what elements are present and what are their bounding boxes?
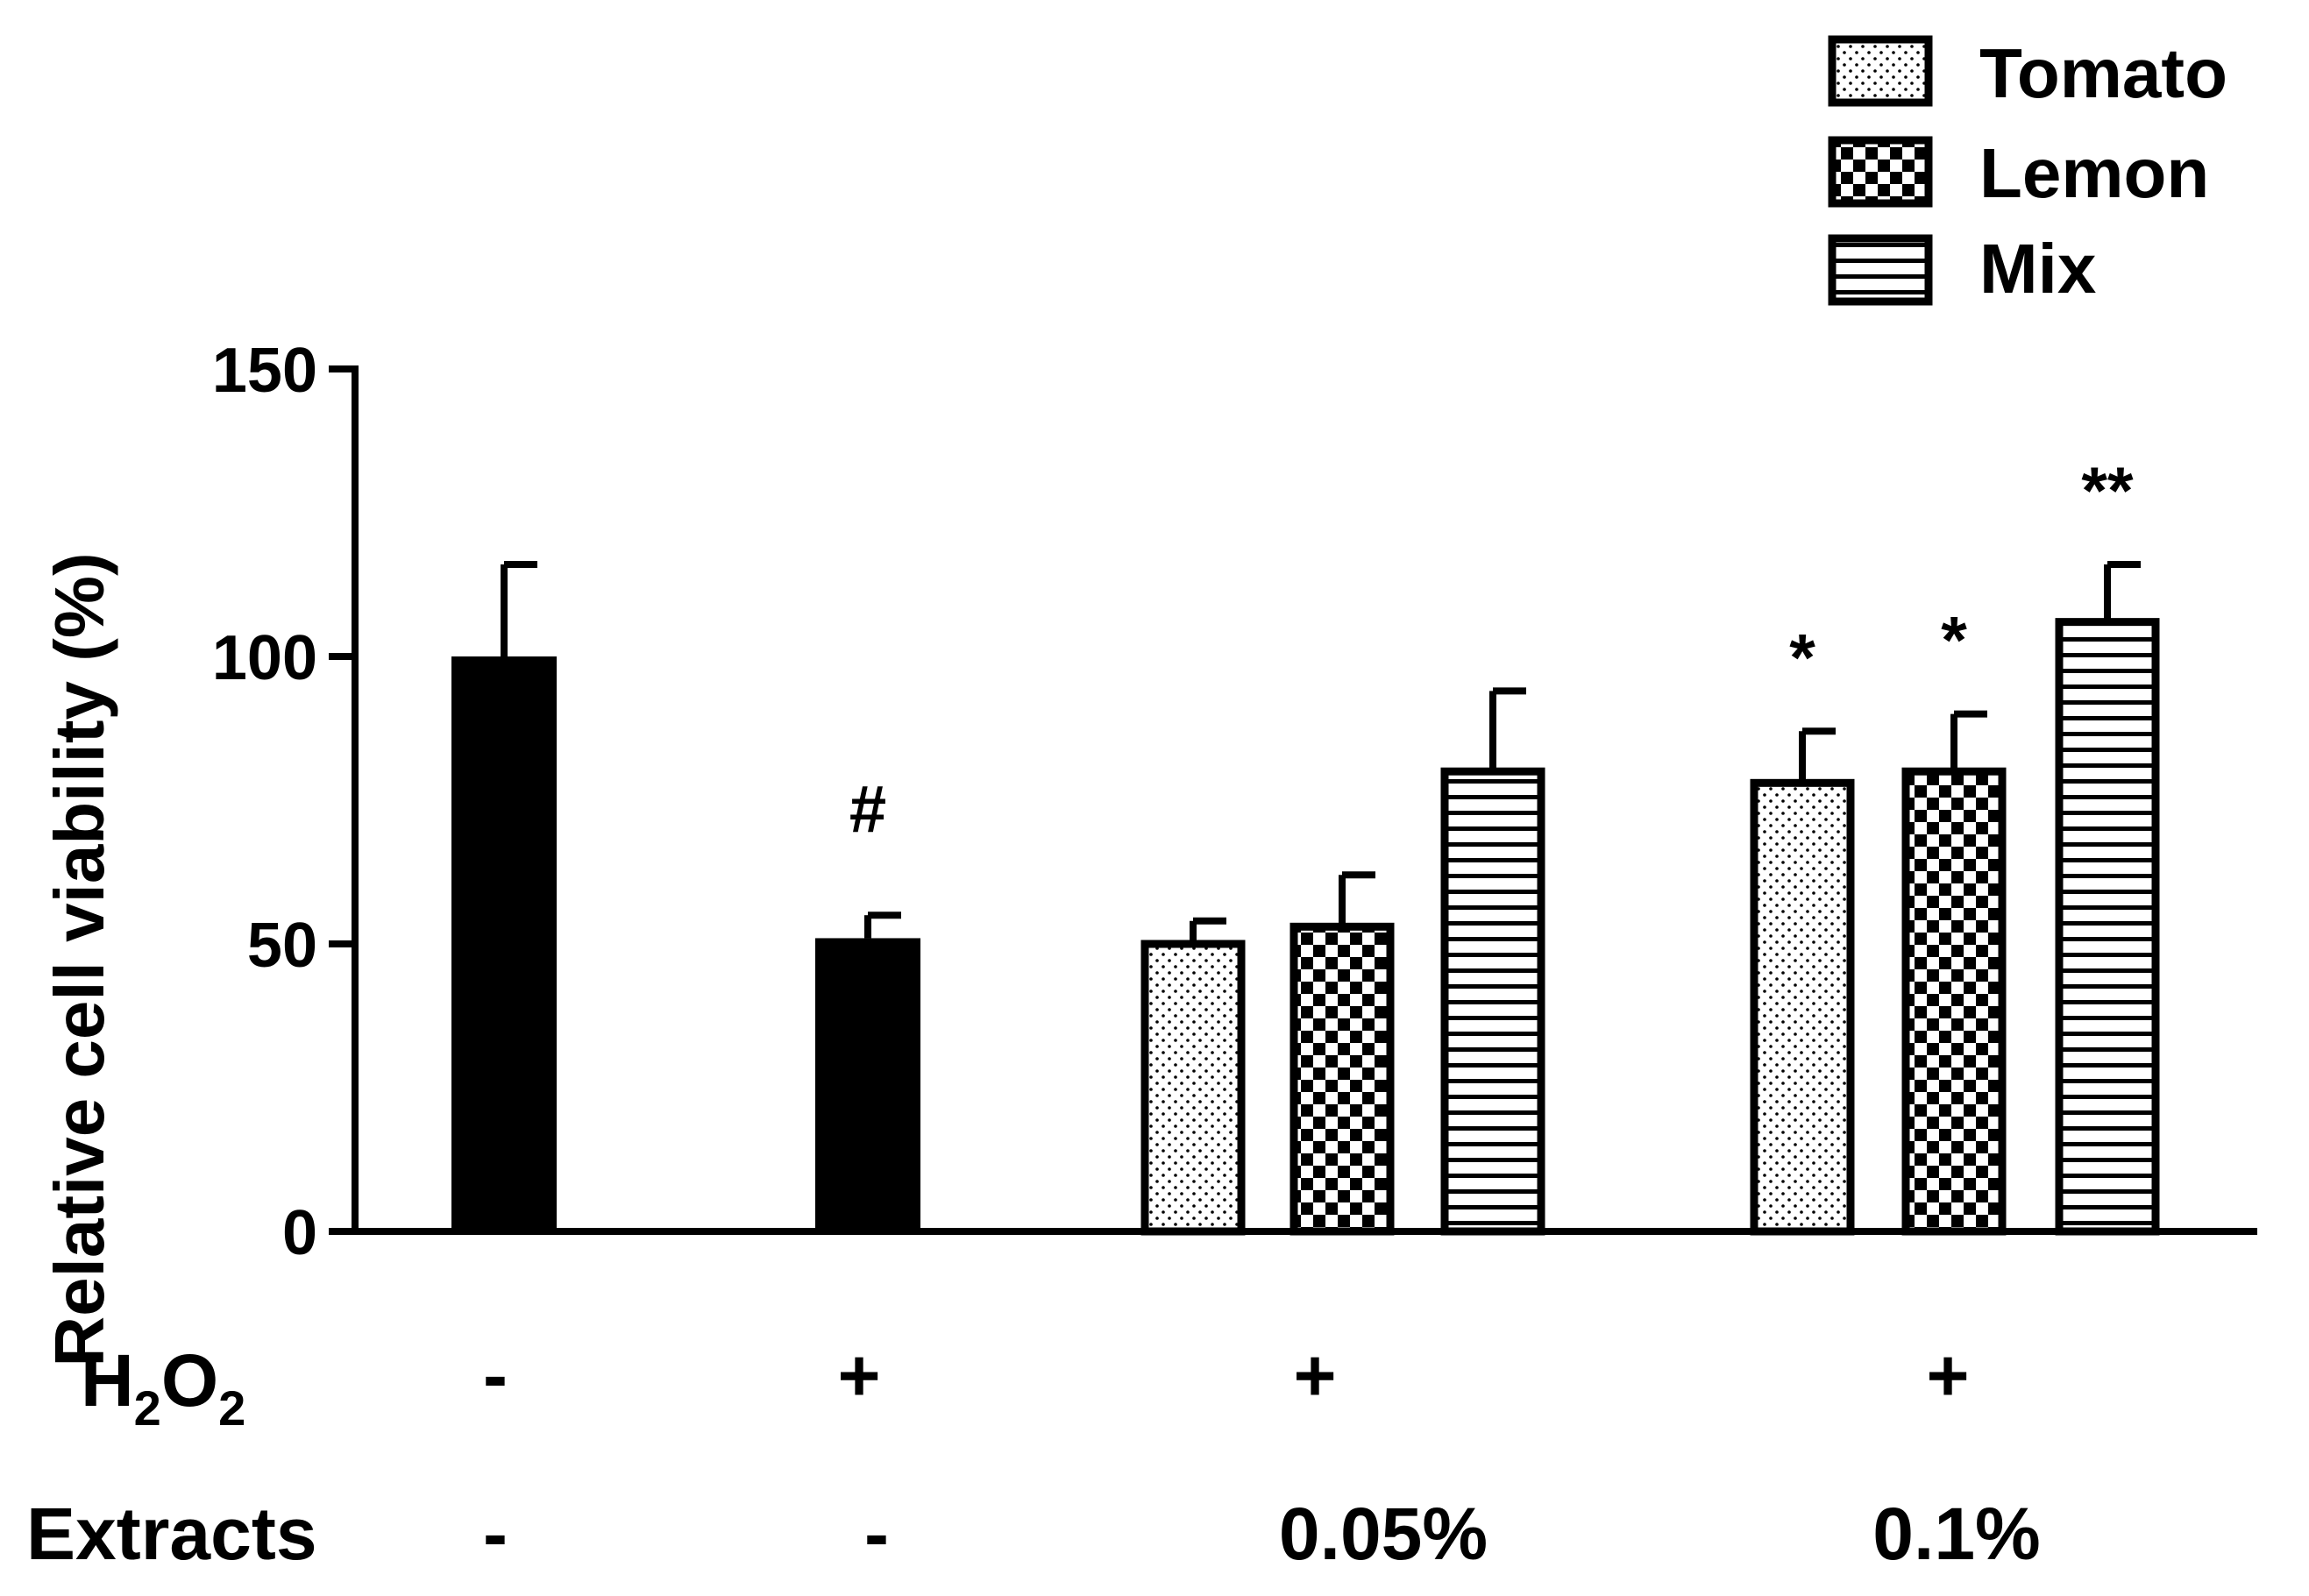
y-tick-label: 50 — [247, 911, 317, 981]
bar-mix-005 — [1440, 767, 1545, 1236]
h2o2-value: - — [483, 1334, 508, 1416]
y-axis-title: Relative cell viability (%) — [40, 552, 118, 1366]
legend-label-tomato: Tomato — [1979, 34, 2227, 112]
extracts-value: 0.1% — [1872, 1493, 2040, 1575]
bar-group — [1140, 917, 1246, 1236]
bar-control — [451, 656, 557, 1231]
significance-annotation: # — [849, 772, 886, 847]
bar-group: * — [1750, 621, 1855, 1236]
legend-item-lemon: Lemon — [1828, 134, 2209, 212]
significance-annotation: * — [1941, 604, 1967, 678]
bar-tomato-01 — [1750, 778, 1855, 1236]
y-tick-label: 0 — [282, 1198, 317, 1268]
bar-group: ** — [2055, 454, 2160, 1236]
extracts-value: - — [483, 1493, 508, 1575]
bar-lemon-005 — [1289, 922, 1395, 1236]
bar-tomato-005 — [1140, 940, 1246, 1236]
significance-annotation: * — [1789, 621, 1815, 695]
legend-label-lemon: Lemon — [1979, 134, 2209, 212]
y-ticks: 0 50 100 150 — [212, 336, 355, 1268]
extracts-value: - — [864, 1493, 889, 1575]
bar-group — [1440, 687, 1545, 1236]
legend-item-mix: Mix — [1828, 230, 2096, 308]
h2o2-subscript: 2 — [218, 1380, 245, 1436]
legend: Tomato Lemon Mix — [1828, 34, 2227, 308]
bar-group: # — [815, 772, 920, 1231]
bar-lemon-01 — [1901, 767, 2007, 1236]
legend-swatch-lemon — [1828, 136, 1933, 208]
significance-annotation: ** — [2081, 454, 2134, 528]
y-tick-label: 100 — [212, 623, 317, 693]
h2o2-value: + — [1293, 1334, 1336, 1416]
extracts-row-label: Extracts — [26, 1493, 317, 1575]
legend-item-tomato: Tomato — [1828, 34, 2227, 112]
h2o2-row-label: H2O2 — [81, 1339, 245, 1436]
condition-rows: H2O2 - + + + Extracts - - 0.05% 0.1% — [26, 1334, 2041, 1575]
extracts-value: 0.05% — [1279, 1493, 1488, 1575]
bars-layer: #* *** — [451, 454, 2160, 1236]
h2o2-value: + — [837, 1334, 880, 1416]
legend-label-mix: Mix — [1979, 230, 2096, 308]
bar-mix-01 — [2055, 618, 2160, 1236]
y-tick-label: 150 — [212, 336, 317, 406]
legend-swatch-tomato — [1828, 35, 1933, 107]
bar-group: * — [1901, 604, 2007, 1236]
h2o2-subscript: 2 — [134, 1380, 161, 1436]
h2o2-value: + — [1926, 1334, 1969, 1416]
bar-h2o2 — [815, 938, 920, 1231]
bar-group — [451, 561, 557, 1231]
bar-group — [1289, 871, 1395, 1236]
legend-swatch-mix — [1828, 234, 1933, 306]
